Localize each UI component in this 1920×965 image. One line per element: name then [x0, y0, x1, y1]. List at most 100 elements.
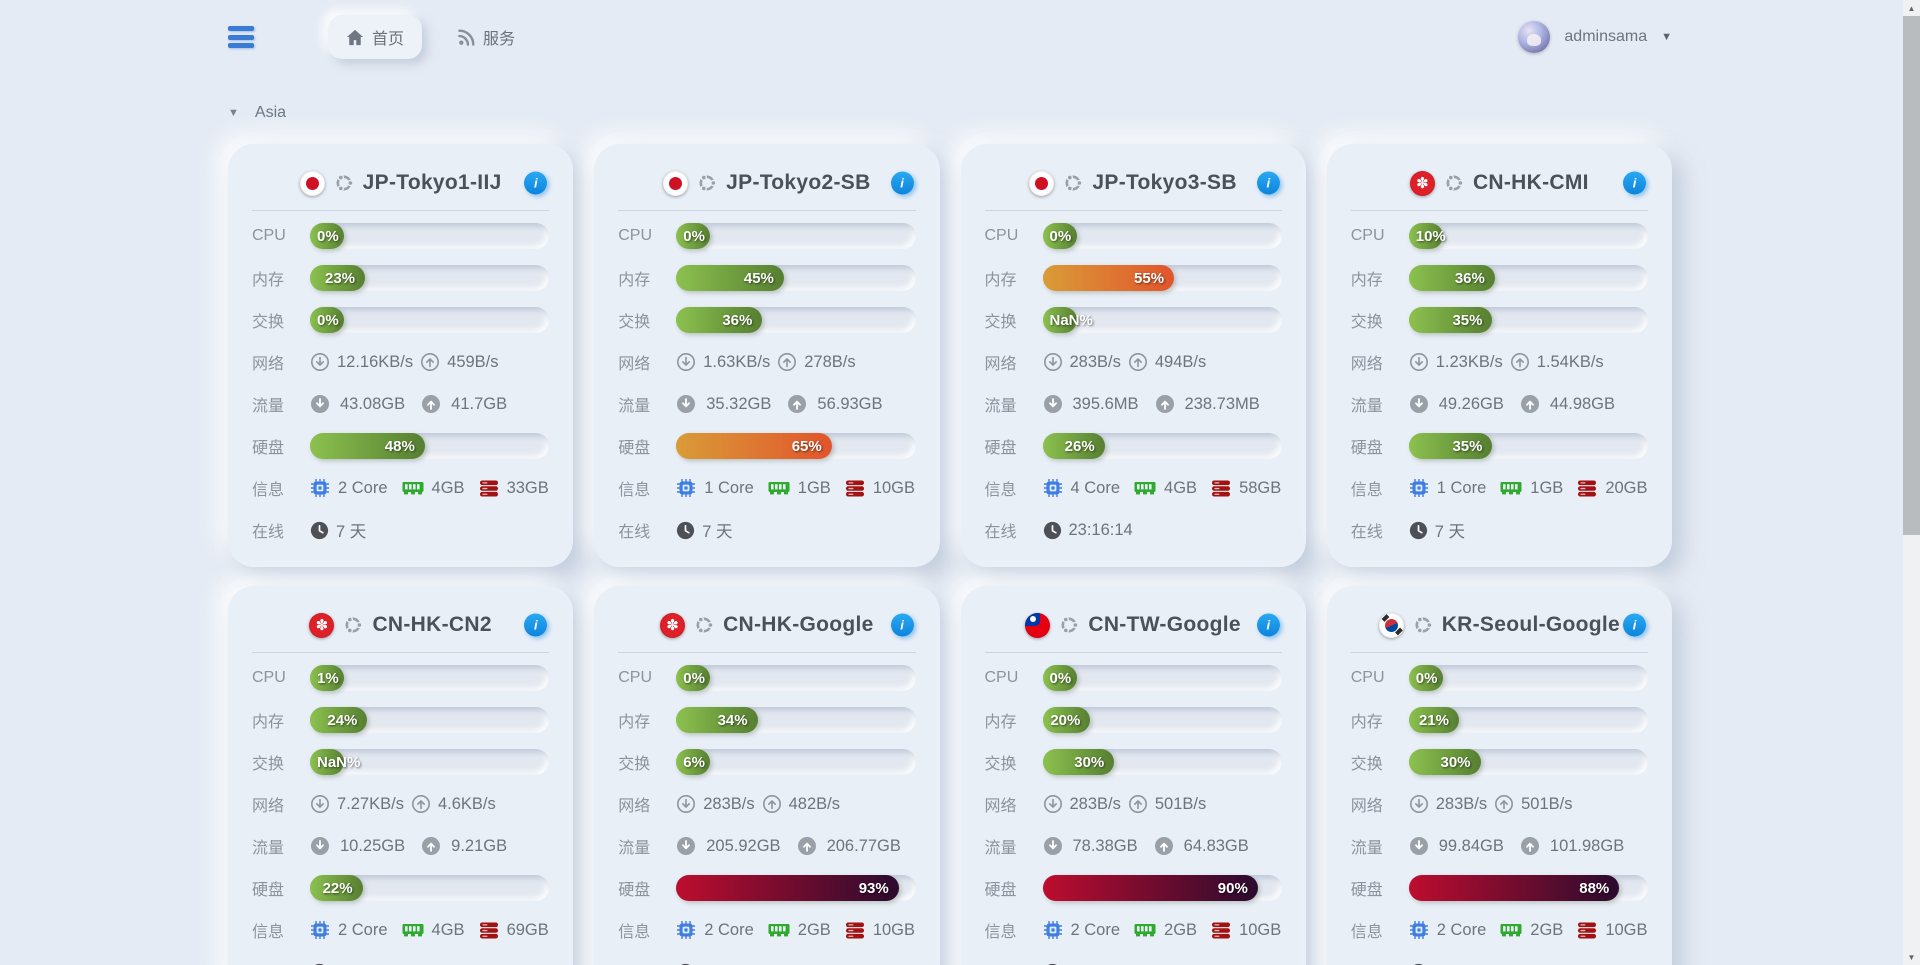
info-button[interactable]: i [1256, 613, 1280, 637]
navbar: 首页 服务 adminsama ▼ [228, 0, 1672, 59]
memory-progressbar: 20% [1042, 707, 1282, 733]
row-label-disk: 硬盘 [984, 882, 1017, 899]
download-circle-outline-icon [676, 352, 696, 372]
memory-progressbar: 36% [1408, 265, 1648, 291]
card-header: KR-Seoul-Google i [1351, 600, 1648, 650]
row-label-network: 网络 [618, 798, 651, 815]
row-label-cpu: CPU [984, 669, 1019, 686]
hard-disk-icon [845, 922, 865, 939]
memory-progressbar: 24% [310, 707, 550, 733]
row-label-memory: 内存 [984, 272, 1017, 289]
info-button[interactable]: i [1256, 171, 1280, 195]
network-up-value: 278B/s [804, 352, 856, 371]
server-stack-icon[interactable] [228, 26, 254, 48]
row-label-network: 网络 [984, 356, 1017, 373]
info-button[interactable]: i [1623, 613, 1646, 637]
info-button[interactable]: i [524, 171, 548, 195]
stat-row-cpu: CPU 0% [618, 215, 916, 257]
row-label-network: 网络 [252, 798, 285, 815]
divider [1350, 210, 1648, 211]
user-menu[interactable]: adminsama ▼ [1518, 21, 1672, 53]
online-value: 23:16:14 [1068, 520, 1133, 539]
stat-row-disk: 硬盘 35% [1351, 425, 1648, 467]
stat-row-online: 在线 7 天 [985, 951, 1282, 965]
stat-row-disk: 硬盘 26% [985, 425, 1282, 467]
region-header-asia[interactable]: ▼ Asia [228, 104, 1672, 122]
ubuntu-icon [697, 173, 717, 193]
card-header: CN-TW-Google i [985, 600, 1282, 650]
ubuntu-icon [334, 173, 354, 193]
row-label-traffic: 流量 [618, 840, 651, 857]
row-label-network: 网络 [1350, 356, 1383, 373]
stat-row-online: 在线 23:16:14 [985, 509, 1282, 551]
stat-row-info: 信息 2 Core 4GB 69GB [252, 909, 549, 951]
tab-home[interactable]: 首页 [328, 15, 423, 59]
network-up-value: 1.54KB/s [1536, 352, 1604, 371]
scrollbar-thumb[interactable] [1903, 16, 1920, 535]
stat-row-cpu: CPU 0% [1351, 657, 1648, 699]
ubuntu-icon [694, 615, 714, 635]
hard-disk-icon [1577, 480, 1597, 497]
info-ram-value: 1GB [1530, 478, 1564, 497]
scrollbar[interactable]: ▲ ▼ [1903, 0, 1920, 965]
ubuntu-icon [1063, 173, 1084, 193]
network-up-value: 501B/s [1154, 794, 1207, 813]
server-card: JP-Tokyo1-IIJ i CPU 0% 内存 23% 交换 0% 网络 1… [228, 144, 574, 567]
traffic-up-value: 41.7GB [451, 394, 508, 413]
tab-services[interactable]: 服务 [440, 15, 533, 59]
download-circle-outline-icon [310, 352, 330, 372]
info-storage-value: 10GB [872, 920, 916, 939]
hard-disk-icon [1211, 922, 1231, 939]
row-label-online: 在线 [618, 524, 651, 541]
upload-circle-filled-icon [1520, 836, 1540, 856]
stat-row-cpu: CPU 10% [1351, 215, 1648, 257]
scrollbar-down-button[interactable]: ▼ [1907, 952, 1916, 962]
server-name: JP-Tokyo3-SB [1092, 171, 1237, 194]
info-cores-value: 2 Core [338, 478, 388, 497]
info-cores-value: 1 Core [704, 478, 754, 497]
info-ram-value: 4GB [431, 920, 465, 939]
info-button[interactable]: i [524, 613, 548, 637]
stat-row-disk: 硬盘 90% [985, 867, 1282, 909]
scrollbar-up-button[interactable]: ▲ [1907, 3, 1916, 13]
info-button[interactable]: i [890, 613, 914, 637]
network-down-value: 12.16KB/s [337, 352, 414, 371]
cpu-chip-icon [676, 920, 696, 940]
row-label-traffic: 流量 [1350, 398, 1383, 415]
stat-row-memory: 内存 34% [618, 699, 916, 741]
cpu-chip-icon [310, 478, 330, 498]
info-ram-value: 2GB [797, 920, 831, 939]
clock-icon [1043, 521, 1062, 540]
stat-row-info: 信息 4 Core 4GB 58GB [985, 467, 1282, 509]
stat-row-info: 信息 2 Core 2GB 10GB [985, 909, 1282, 951]
hard-disk-icon [479, 922, 499, 939]
clock-icon [310, 521, 329, 540]
network-down-value: 7.27KB/s [337, 794, 404, 813]
stat-row-memory: 内存 21% [1351, 699, 1648, 741]
server-card: JP-Tokyo3-SB i CPU 0% 内存 55% 交换 NaN% 网络 … [960, 144, 1306, 567]
row-label-info: 信息 [618, 924, 651, 941]
card-header: JP-Tokyo1-IIJ i [252, 158, 549, 208]
info-button[interactable]: i [1623, 171, 1646, 195]
network-down-value: 1.23KB/s [1435, 352, 1503, 371]
stat-row-traffic: 流量 43.08GB 41.7GB [252, 383, 549, 425]
upload-circle-outline-icon [411, 794, 431, 814]
row-label-network: 网络 [1350, 798, 1383, 815]
row-label-online: 在线 [252, 524, 285, 541]
traffic-up-value: 44.98GB [1549, 394, 1616, 413]
disk-progressbar: 22% [310, 875, 550, 901]
row-label-info: 信息 [252, 924, 285, 941]
ubuntu-icon [1444, 173, 1464, 193]
stat-row-disk: 硬盘 65% [618, 425, 916, 467]
traffic-up-value: 238.73MB [1184, 394, 1260, 413]
stat-row-swap: 交换 35% [1351, 299, 1648, 341]
row-label-online: 在线 [618, 960, 676, 965]
info-cores-value: 2 Core [704, 920, 754, 939]
stat-row-network: 网络 1.63KB/s 278B/s [618, 341, 915, 383]
traffic-up-value: 64.83GB [1183, 836, 1249, 855]
network-down-value: 1.63KB/s [703, 352, 771, 371]
info-cores-value: 2 Core [338, 920, 388, 939]
row-label-online: 在线 [985, 960, 1043, 965]
download-circle-outline-icon [676, 794, 696, 814]
info-button[interactable]: i [890, 171, 914, 195]
